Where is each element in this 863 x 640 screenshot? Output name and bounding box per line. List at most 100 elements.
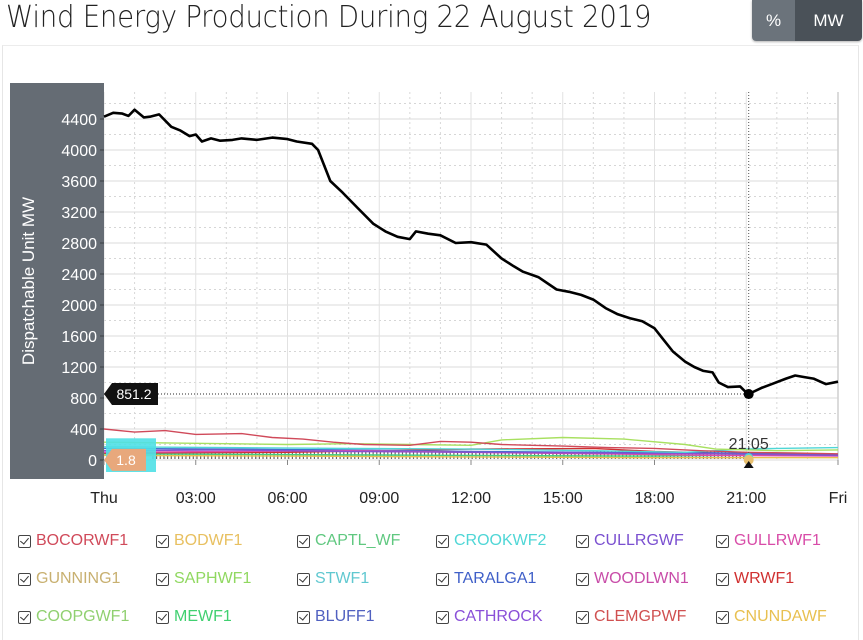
- legend-item-bocorwf1[interactable]: BOCORWF1: [18, 532, 128, 550]
- legend-item-captl_wf[interactable]: CAPTL_WF: [297, 532, 400, 550]
- checkbox-checked-icon[interactable]: [297, 610, 310, 624]
- tooltip-value: 1.8: [116, 452, 136, 468]
- y-tick-label: 4000: [61, 143, 97, 160]
- tooltip-background: [104, 448, 146, 471]
- checkbox-checked-icon[interactable]: [297, 534, 310, 548]
- mw-toggle-button[interactable]: MW: [795, 0, 862, 41]
- checkbox-checked-icon[interactable]: [716, 572, 729, 586]
- legend-item-crookwf2[interactable]: CROOKWF2: [436, 532, 546, 550]
- series-line-taralga1: [103, 447, 839, 456]
- legend-label: WRWF1: [734, 570, 795, 587]
- legend-item-bluff1[interactable]: BLUFF1: [297, 608, 375, 626]
- unit-toggle: % MW: [752, 0, 862, 41]
- y-axis-ticks: 0 400 800 1200 1600 2000 2400 2800 3200 3600 4000 4…: [61, 112, 104, 470]
- legend-label: STWF1: [315, 570, 370, 587]
- checkbox-checked-icon[interactable]: [716, 610, 729, 624]
- y-tick-label: 2800: [61, 236, 97, 253]
- crosshair: 21:05: [104, 92, 769, 468]
- legend-label: BOCORWF1: [36, 532, 129, 549]
- tooltip-value: 851.2: [116, 386, 151, 402]
- legend-item-cathrock[interactable]: CATHROCK: [436, 608, 543, 626]
- legend-item-cullrgwf[interactable]: CULLRGWF: [576, 532, 684, 550]
- y-tick-label: 2400: [61, 267, 97, 284]
- crosshair-x-marker: [743, 461, 754, 468]
- checkbox-checked-icon[interactable]: [436, 572, 449, 586]
- y-tick-label: 3200: [61, 205, 97, 222]
- legend-label: CNUNDAWF: [734, 608, 827, 625]
- checkbox-checked-icon[interactable]: [576, 572, 589, 586]
- grid: [103, 92, 839, 461]
- series: [103, 108, 839, 459]
- checkbox-checked-icon[interactable]: [576, 534, 589, 548]
- y-tick-label: 1200: [61, 360, 97, 377]
- legend-item-gunning1[interactable]: GUNNING1: [18, 570, 120, 588]
- checkbox-checked-icon[interactable]: [297, 572, 310, 586]
- legend-item-taralga1[interactable]: TARALGA1: [436, 570, 536, 588]
- series-line-bocorwf1: [103, 428, 839, 455]
- legend-label: TARALGA1: [454, 570, 537, 587]
- x-tick-label: 06:00: [267, 490, 307, 507]
- y-tick-label: 4400: [61, 112, 97, 129]
- y-tick-label: 1600: [61, 329, 97, 346]
- chart: Dispatchable Unit MW 0 400 800 1200 1600 2000…: [10, 83, 847, 507]
- x-tick-label: 09:00: [359, 490, 399, 507]
- legend-label: WOODLWN1: [594, 570, 689, 587]
- checkbox-checked-icon[interactable]: [716, 534, 729, 548]
- checkbox-checked-icon[interactable]: [18, 534, 31, 548]
- legend-item-cnundawf[interactable]: CNUNDAWF: [716, 608, 827, 626]
- legend-label: COOPGWF1: [36, 608, 130, 625]
- checkbox-checked-icon[interactable]: [156, 610, 169, 624]
- y-axis-background: [10, 83, 104, 479]
- legend-item-mewf1[interactable]: MEWF1: [156, 608, 232, 626]
- percent-toggle-button[interactable]: %: [752, 0, 795, 41]
- legend-label: CROOKWF2: [454, 532, 547, 549]
- legend-label: CAPTL_WF: [315, 532, 401, 549]
- legend-item-woodlwn1[interactable]: WOODLWN1: [576, 570, 689, 588]
- series-line-crookwf2: [103, 446, 839, 453]
- series-line-total: [103, 108, 839, 396]
- tooltip-1: 1.8: [104, 448, 146, 471]
- legend-label: BLUFF1: [315, 608, 375, 625]
- x-axis-ticks: Thu 03:00 06:00 09:00 12:00 15:00 18:00 21:00 Fr…: [90, 460, 847, 507]
- x-tick-label: 21:00: [726, 490, 766, 507]
- crosshair-point: [743, 389, 754, 400]
- legend-label: BODWF1: [174, 532, 243, 549]
- legend-item-clemgpwf[interactable]: CLEMGPWF: [576, 608, 686, 626]
- series-line-cullrgwf: [103, 449, 839, 457]
- legend-label: GULLRWF1: [734, 532, 821, 549]
- legend-label: CULLRGWF: [594, 532, 684, 549]
- y-axis-label: Dispatchable Unit MW: [19, 197, 38, 365]
- legend-label: SAPHWF1: [174, 570, 252, 587]
- checkbox-checked-icon[interactable]: [436, 534, 449, 548]
- legend-item-wrwf1[interactable]: WRWF1: [716, 570, 794, 588]
- legend-item-stwf1[interactable]: STWF1: [297, 570, 369, 588]
- checkbox-checked-icon[interactable]: [18, 610, 31, 624]
- legend-label: GUNNING1: [36, 570, 121, 587]
- x-tick-label: 15:00: [543, 490, 583, 507]
- checkbox-checked-icon[interactable]: [156, 534, 169, 548]
- y-tick-label: 800: [70, 391, 97, 408]
- legend-label: CATHROCK: [454, 608, 543, 625]
- checkbox-checked-icon[interactable]: [156, 572, 169, 586]
- y-tick-label: 2000: [61, 298, 97, 315]
- checkbox-checked-icon[interactable]: [576, 610, 589, 624]
- y-tick-label: 0: [88, 453, 97, 470]
- legend-item-gullrwf1[interactable]: GULLRWF1: [716, 532, 821, 550]
- x-tick-label: 18:00: [634, 490, 674, 507]
- x-tick-label: 12:00: [451, 490, 491, 507]
- x-tick-label: Fri: [829, 490, 848, 507]
- series-line-cnundawf: [103, 454, 838, 459]
- x-tick-label: 03:00: [176, 490, 216, 507]
- legend-item-coopgwf1[interactable]: COOPGWF1: [18, 608, 129, 626]
- crosshair-point-cnundawf: [743, 454, 754, 465]
- crosshair-time-label: 21:05: [729, 436, 769, 453]
- legend-label: MEWF1: [174, 608, 232, 625]
- checkbox-checked-icon[interactable]: [436, 610, 449, 624]
- legend-item-bodwf1[interactable]: BODWF1: [156, 532, 242, 550]
- tooltip-background: [104, 383, 158, 406]
- y-tick-label: 3600: [61, 174, 97, 191]
- checkbox-checked-icon[interactable]: [18, 572, 31, 586]
- legend-label: CLEMGPWF: [594, 608, 687, 625]
- tooltip-0: 851.2: [104, 383, 158, 406]
- legend-item-saphwf1[interactable]: SAPHWF1: [156, 570, 251, 588]
